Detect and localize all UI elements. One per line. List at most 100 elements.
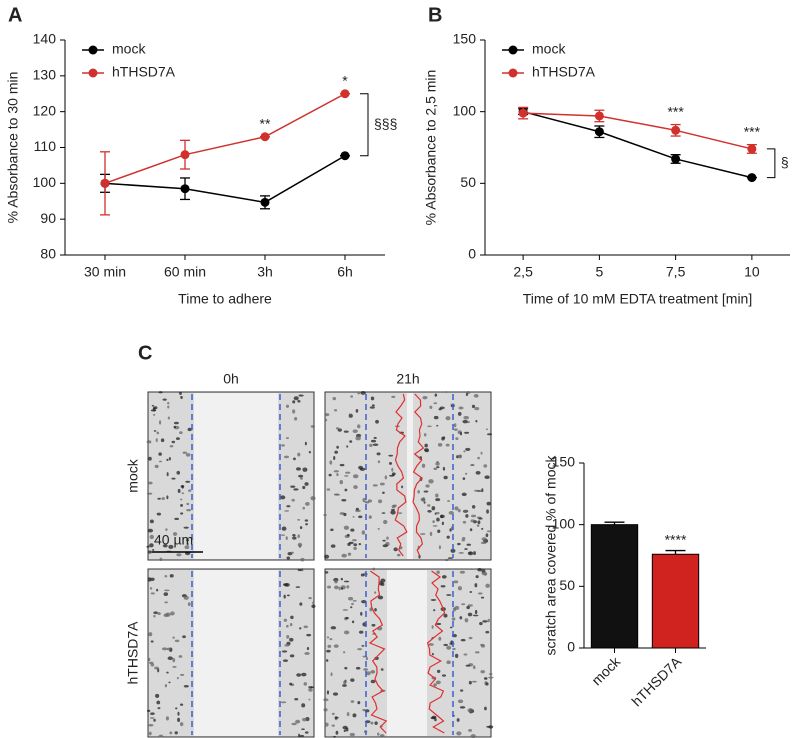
panel-label: B — [428, 4, 442, 26]
cell — [187, 427, 192, 432]
cell — [311, 604, 316, 608]
cell — [349, 732, 356, 737]
cell — [186, 542, 189, 546]
bar — [651, 553, 700, 649]
cell — [450, 548, 456, 553]
row-label: mock — [125, 458, 141, 492]
cell — [459, 616, 463, 620]
cell — [420, 497, 426, 502]
cell — [488, 676, 494, 679]
cell — [289, 682, 293, 686]
cell — [352, 600, 357, 602]
cell — [310, 425, 316, 428]
cell — [442, 436, 446, 440]
cell — [460, 638, 466, 642]
cell — [350, 528, 355, 532]
cell — [453, 580, 459, 584]
cell — [369, 406, 375, 409]
cell — [343, 630, 350, 635]
cell — [357, 700, 361, 705]
cell — [146, 709, 151, 712]
cell — [166, 671, 169, 674]
cell — [334, 716, 339, 719]
cell — [423, 433, 427, 437]
cell — [379, 482, 385, 486]
cell — [457, 542, 461, 546]
cell — [160, 438, 165, 443]
cell — [446, 660, 451, 665]
cell — [174, 517, 180, 521]
cell — [352, 474, 359, 479]
cell — [341, 553, 347, 558]
cell — [383, 519, 388, 525]
cell — [301, 728, 305, 731]
cell — [280, 495, 286, 500]
cell — [177, 717, 181, 722]
cell — [436, 570, 440, 574]
cell — [166, 472, 169, 477]
cell — [349, 440, 353, 443]
cell — [351, 602, 354, 606]
cell — [465, 447, 471, 451]
cell — [447, 500, 451, 502]
cell — [357, 392, 361, 395]
cell — [346, 585, 350, 589]
cell — [459, 570, 466, 574]
cell — [280, 701, 287, 704]
cell — [480, 670, 486, 674]
cell — [382, 544, 389, 548]
y-tick-label: 80 — [40, 246, 56, 262]
cell — [462, 520, 467, 524]
cell — [451, 617, 456, 621]
cell — [285, 536, 288, 540]
cell — [386, 536, 389, 540]
cell — [334, 450, 339, 454]
point — [594, 127, 604, 137]
cell — [381, 512, 386, 514]
cell — [286, 635, 290, 639]
bracket-label: § — [781, 154, 789, 170]
bracket — [360, 93, 369, 157]
cell — [480, 596, 485, 599]
cell — [150, 592, 155, 595]
cell — [464, 431, 470, 434]
significance: *** — [744, 123, 761, 139]
cell — [420, 533, 426, 535]
cell — [164, 601, 168, 604]
cell — [459, 689, 464, 692]
cell — [352, 713, 357, 718]
cell — [308, 450, 312, 454]
cell — [286, 594, 290, 597]
cell — [391, 467, 394, 472]
row-label: hTHSD7A — [125, 621, 141, 685]
cell — [331, 724, 335, 727]
cell — [169, 445, 174, 448]
cell — [446, 535, 450, 539]
cell — [456, 731, 462, 736]
error-bar — [665, 549, 686, 555]
cell — [433, 402, 438, 405]
cell — [378, 499, 383, 504]
cell — [186, 538, 189, 542]
migration-front — [394, 393, 408, 557]
cell — [477, 520, 481, 525]
cell — [457, 586, 462, 591]
cell — [437, 529, 441, 533]
cell — [453, 428, 458, 431]
point — [180, 184, 190, 194]
cell — [442, 466, 446, 471]
cell — [391, 504, 396, 509]
cell — [301, 672, 307, 677]
micrographs: 40 µm — [146, 390, 494, 738]
cell — [454, 653, 459, 658]
cell — [467, 604, 473, 607]
cell — [481, 537, 487, 541]
cell — [166, 458, 169, 462]
cell — [444, 391, 449, 393]
cell — [481, 488, 484, 493]
cell — [183, 684, 189, 688]
cell — [486, 433, 493, 436]
series-line — [104, 93, 346, 185]
cell — [461, 537, 466, 540]
cell — [361, 644, 365, 647]
